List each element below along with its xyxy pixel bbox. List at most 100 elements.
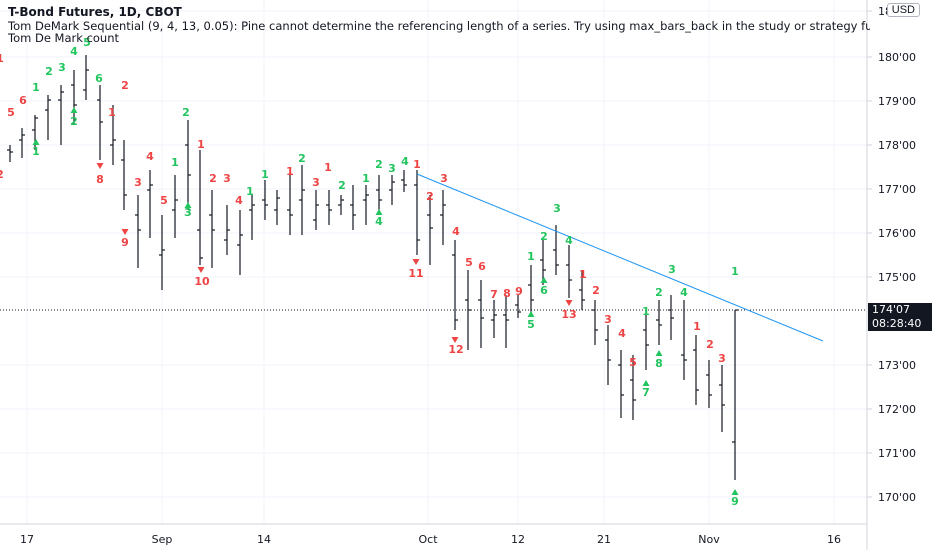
td-setup-count: 3 xyxy=(440,172,448,185)
td-countdown-label: 6 xyxy=(540,284,548,297)
td-setup-count: 1 xyxy=(171,156,179,169)
td-setup-count: 3 xyxy=(718,352,726,365)
td-setup-count: 2 xyxy=(592,284,600,297)
time-tick-label: Oct xyxy=(418,533,438,546)
price-tick-label: 170'00 xyxy=(878,491,916,504)
td-setup-count: 6 xyxy=(478,260,486,273)
time-tick-label: Nov xyxy=(698,533,720,546)
td-setup-count: 3 xyxy=(312,176,320,189)
td-setup-count: 3 xyxy=(134,176,142,189)
td-setup-count: 2 xyxy=(298,152,306,165)
td-setup-count: 7 xyxy=(490,288,498,301)
td-setup-count: 3 xyxy=(553,202,561,215)
chart-grid xyxy=(0,0,867,524)
td-countdown-label: 9 xyxy=(731,495,739,508)
td-countdown-label: 8 xyxy=(655,357,663,370)
td-setup-count: 4 xyxy=(618,327,626,340)
td-setup-count: 4 xyxy=(70,45,78,58)
td-setup-count: 2 xyxy=(706,338,714,351)
currency-button[interactable]: USD xyxy=(886,3,920,17)
td-setup-count: 2 xyxy=(121,79,129,92)
td-count-labels: 1234562111221234123412341123465879156214… xyxy=(0,36,739,508)
price-tick-label: 177'00 xyxy=(878,183,916,196)
price-tick-label: 173'00 xyxy=(878,359,916,372)
td-countdown-label: 13 xyxy=(561,308,576,321)
td-setup-count: 1 xyxy=(731,265,739,278)
td-countdown-label: 4 xyxy=(375,215,383,228)
td-countdown-label: 2 xyxy=(70,115,78,128)
td-setup-count: 4 xyxy=(680,286,688,299)
price-tick-label: 175'00 xyxy=(878,271,916,284)
td-countdown-label: 3 xyxy=(184,206,192,219)
td-setup-count: 1 xyxy=(32,81,40,94)
td-countdown-label: 5 xyxy=(527,318,535,331)
td-setup-count: 2 xyxy=(426,190,434,203)
td-countdown-label: 1 xyxy=(32,145,40,158)
td-setup-count: 4 xyxy=(235,194,243,207)
td-setup-count: 1 xyxy=(286,165,294,178)
td-setup-count: 1 xyxy=(579,268,587,281)
td-setup-count: 3 xyxy=(388,162,396,175)
price-axis[interactable]: 181'00180'00179'00178'00177'00176'00175'… xyxy=(867,5,916,504)
td-setup-count: 4 xyxy=(565,234,573,247)
td-setup-count: 5 xyxy=(465,256,473,269)
last-price-badge: 174'07 xyxy=(868,303,932,317)
td-setup-count: 1 xyxy=(527,250,535,263)
td-setup-count: 2 xyxy=(0,168,4,181)
td-setup-count: 1 xyxy=(246,185,254,198)
price-tick-label: 178'00 xyxy=(878,139,916,152)
td-setup-count: 3 xyxy=(668,263,676,276)
price-tick-label: 179'00 xyxy=(878,95,916,108)
time-tick-label: 21 xyxy=(597,533,611,546)
study-warning: Tom DeMark Sequential (9, 4, 13, 0.05): … xyxy=(8,19,870,33)
td-countdown-label: 7 xyxy=(642,386,650,399)
trend-line[interactable] xyxy=(416,173,824,342)
td-setup-count: 6 xyxy=(95,72,103,85)
td-setup-count: 3 xyxy=(58,61,66,74)
td-setup-count: 2 xyxy=(182,106,190,119)
td-countdown-label: 9 xyxy=(121,236,129,249)
td-setup-count: 5 xyxy=(7,106,15,119)
td-setup-count: 4 xyxy=(401,155,409,168)
price-tick-label: 180'00 xyxy=(878,51,916,64)
td-setup-count: 6 xyxy=(19,94,27,107)
td-setup-count: 4 xyxy=(146,150,154,163)
td-setup-count: 2 xyxy=(338,179,346,192)
ohlc-bars xyxy=(7,55,738,480)
td-setup-count: 2 xyxy=(655,286,663,299)
time-tick-label: Sep xyxy=(152,533,173,546)
price-tick-label: 172'00 xyxy=(878,403,916,416)
price-tick-label: 171'00 xyxy=(878,447,916,460)
time-axis[interactable]: 17 Sep 14 Oct 12 21 Nov 16 xyxy=(20,533,841,546)
bar-countdown-badge: 08:28:40 xyxy=(868,317,932,331)
td-setup-count: 1 xyxy=(261,168,269,181)
td-setup-count: 5 xyxy=(160,194,168,207)
study-name: Tom De Mark count xyxy=(8,31,120,45)
td-setup-count: 9 xyxy=(515,285,523,298)
td-setup-count: 2 xyxy=(375,158,383,171)
time-tick-label: 14 xyxy=(257,533,271,546)
td-setup-count: 5 xyxy=(629,356,637,369)
td-setup-count: 2 xyxy=(209,172,217,185)
price-tick-label: 176'00 xyxy=(878,227,916,240)
time-tick-label: 17 xyxy=(20,533,34,546)
td-setup-count: 2 xyxy=(45,65,53,78)
td-setup-count: 5 xyxy=(83,36,91,49)
td-setup-count: 1 xyxy=(642,305,650,318)
td-setup-count: 3 xyxy=(604,313,612,326)
td-setup-count: 1 xyxy=(197,138,205,151)
td-setup-count: 1 xyxy=(413,158,421,171)
td-countdown-label: 10 xyxy=(194,275,210,288)
time-tick-label: 12 xyxy=(511,533,525,546)
td-setup-count: 2 xyxy=(540,230,548,243)
td-setup-count: 1 xyxy=(108,106,116,119)
td-setup-count: 4 xyxy=(452,225,460,238)
td-setup-count: 1 xyxy=(362,172,370,185)
td-setup-count: 1 xyxy=(0,52,4,65)
td-countdown-label: 8 xyxy=(96,173,104,186)
td-setup-count: 8 xyxy=(503,287,511,300)
chart-title: T-Bond Futures, 1D, CBOT xyxy=(8,5,182,19)
td-setup-count: 3 xyxy=(223,172,231,185)
td-setup-count: 1 xyxy=(693,320,701,333)
